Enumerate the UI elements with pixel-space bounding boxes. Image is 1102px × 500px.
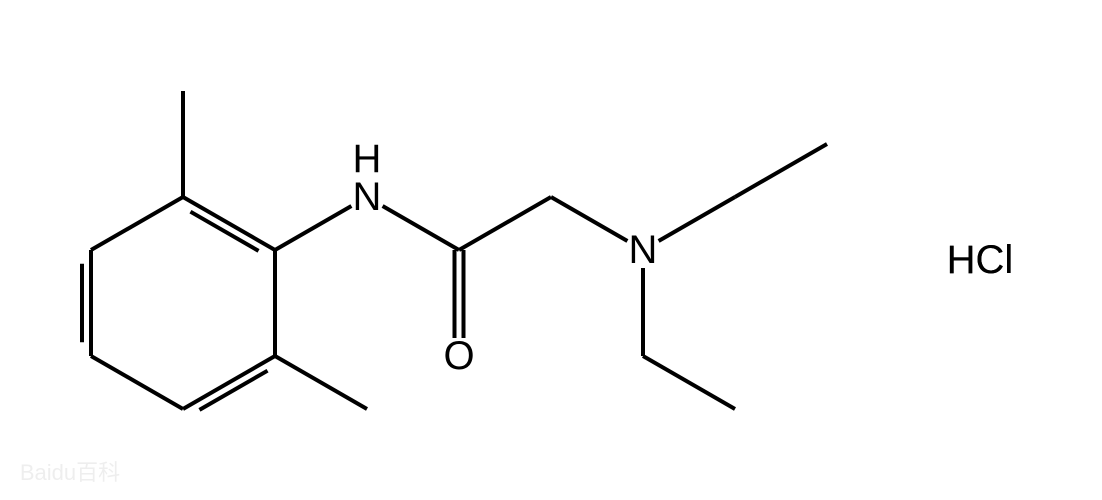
atom-label-N2: N — [629, 228, 658, 272]
atom-label-N1-H: H — [353, 137, 382, 181]
watermark: Baidu百科 — [20, 460, 120, 485]
salt-label: HCl — [947, 238, 1014, 282]
molecule-diagram: NHONHClHClBaidu百科 — [0, 0, 1102, 500]
atom-label-N1: N — [353, 175, 382, 219]
atom-label-O1: O — [443, 334, 474, 378]
canvas-bg — [0, 0, 1102, 500]
